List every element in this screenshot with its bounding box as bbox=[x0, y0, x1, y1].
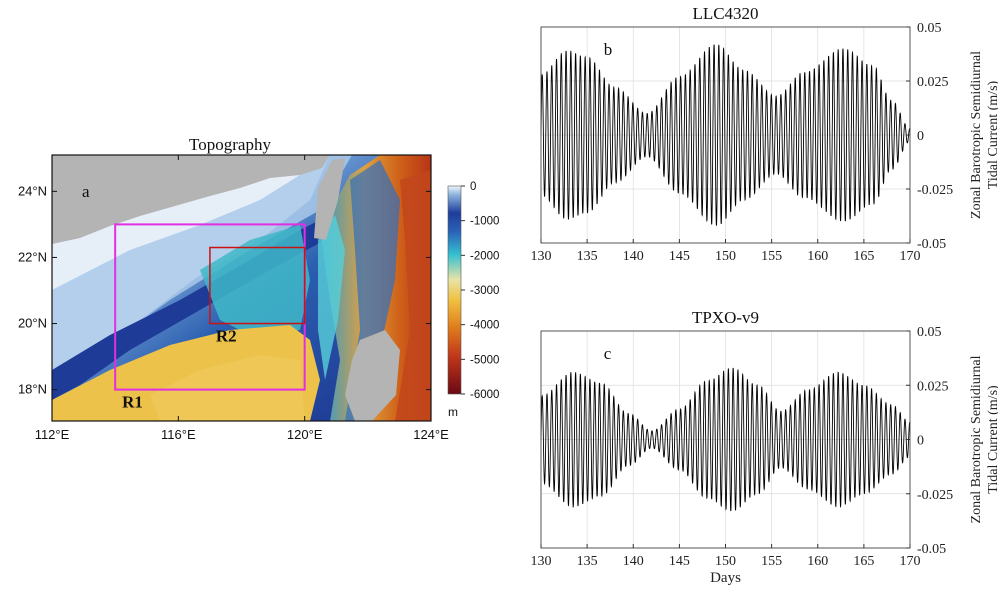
y-tick-label: 0.025 bbox=[917, 379, 949, 394]
x-tick-label: 155 bbox=[761, 249, 782, 264]
y-tick-label: 0.05 bbox=[917, 21, 942, 36]
colorbar bbox=[447, 185, 462, 395]
plot-title: LLC4320 bbox=[692, 4, 758, 23]
x-tick-label: 130 bbox=[531, 554, 552, 569]
x-axis-label: Days bbox=[710, 570, 741, 586]
colorbar-ticks: 0 -1000 -2000 -3000 -4000 -5000 -6000 bbox=[461, 181, 499, 401]
x-tick-label: 145 bbox=[669, 249, 690, 264]
x-tick-label: 170 bbox=[900, 249, 921, 264]
x-tick-label: 135 bbox=[577, 249, 598, 264]
map-axis-ticks: 112°E 116°E 120°E 124°E 24°N 22°N 20°N 18°N bbox=[18, 155, 449, 442]
map-lat-label: 24°N bbox=[18, 183, 47, 198]
x-tick-label: 140 bbox=[623, 249, 644, 264]
map-lat-label: 18°N bbox=[18, 382, 47, 397]
x-tick-label: 140 bbox=[623, 554, 644, 569]
y-axis-label-line: Zonal Barotropic Semidiurnal bbox=[969, 355, 984, 523]
series-line bbox=[540, 44, 911, 226]
map-lat-label: 22°N bbox=[18, 249, 47, 264]
colorbar-tick-label: 0 bbox=[470, 181, 476, 193]
y-tick-label: -0.025 bbox=[917, 183, 953, 198]
map-lat-label: 20°N bbox=[18, 316, 47, 331]
topography-map-panel: R1 R2 a Topography 112°E 116°E 120°E 124°E 2… bbox=[18, 135, 499, 442]
map-lon-label: 116°E bbox=[161, 427, 196, 442]
y-axis-label-line: Tidal Current (m/s) bbox=[986, 385, 998, 494]
y-axis-label: Zonal Barotropic Semidiurnal Tidal Curren… bbox=[969, 355, 998, 523]
map-frame bbox=[51, 154, 432, 422]
colorbar-tick-label: -1000 bbox=[470, 216, 499, 228]
y-tick-label: -0.025 bbox=[917, 488, 953, 503]
map-lon-label: 124°E bbox=[413, 427, 449, 442]
map-title: Topography bbox=[189, 135, 271, 154]
map-lon-label: 112°E bbox=[35, 427, 70, 442]
topography-map-image bbox=[52, 155, 431, 421]
tpxo-plot: 130 135 140 145 150 155 160 165 170 0.05 0.025 0 -0.… bbox=[531, 308, 998, 586]
y-tick-label: 0.05 bbox=[917, 325, 942, 340]
llc4320-plot: 130 135 140 145 150 155 160 165 170 0.05 0.025 0 -0.… bbox=[531, 4, 998, 264]
plot-title: TPXO-v9 bbox=[692, 308, 759, 327]
region-r2-label: R2 bbox=[216, 327, 237, 346]
region-r2-box bbox=[209, 246, 306, 325]
colorbar-tick-label: -2000 bbox=[470, 250, 499, 262]
y-tick-label: 0 bbox=[917, 129, 924, 144]
x-tick-label: 155 bbox=[761, 554, 782, 569]
region-r1-label: R1 bbox=[122, 393, 143, 412]
y-tick-label: -0.05 bbox=[917, 542, 946, 557]
x-tick-label: 130 bbox=[531, 249, 552, 264]
x-tick-label: 145 bbox=[669, 554, 690, 569]
x-tick-label: 135 bbox=[577, 554, 598, 569]
map-panel-label: a bbox=[82, 182, 90, 201]
colorbar-unit: m bbox=[448, 405, 458, 419]
y-axis-label-line: Zonal Barotropic Semidiurnal bbox=[969, 51, 984, 219]
y-axis-label: Zonal Barotropic Semidiurnal Tidal Curren… bbox=[969, 51, 998, 219]
x-tick-label: 165 bbox=[853, 554, 874, 569]
x-tick-label: 150 bbox=[715, 554, 736, 569]
colorbar-tick-label: -3000 bbox=[470, 285, 499, 297]
x-tick-label: 160 bbox=[807, 554, 828, 569]
y-axis-label-line: Tidal Current (m/s) bbox=[986, 80, 998, 189]
x-tick-label: 170 bbox=[900, 554, 921, 569]
colorbar-tick-label: -5000 bbox=[470, 354, 499, 366]
x-tick-label: 165 bbox=[853, 249, 874, 264]
plot-panel-label: c bbox=[604, 344, 612, 363]
y-tick-label: -0.05 bbox=[917, 237, 946, 252]
colorbar-tick-label: -4000 bbox=[470, 320, 499, 332]
x-tick-label: 160 bbox=[807, 249, 828, 264]
colorbar-tick-label: -6000 bbox=[470, 389, 499, 401]
y-tick-label: 0 bbox=[917, 434, 924, 449]
series-line bbox=[540, 367, 911, 512]
map-lon-label: 120°E bbox=[287, 427, 323, 442]
plot-panel-label: b bbox=[604, 40, 613, 59]
x-tick-label: 150 bbox=[715, 249, 736, 264]
y-tick-label: 0.025 bbox=[917, 75, 949, 90]
